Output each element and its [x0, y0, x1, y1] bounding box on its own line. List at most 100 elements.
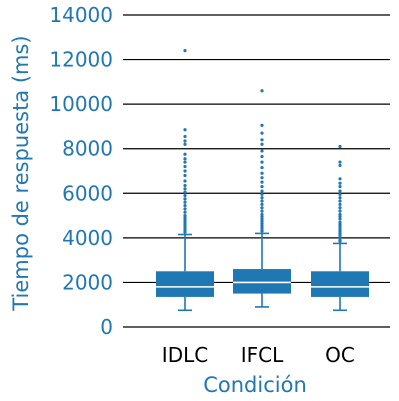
- outlier-point: [338, 236, 342, 240]
- y-tick-label: 8000: [62, 137, 113, 161]
- outlier-point: [260, 192, 264, 196]
- outlier-point: [260, 199, 264, 203]
- box-group-oc: [311, 144, 369, 312]
- outlier-point: [260, 219, 264, 223]
- outlier-point: [260, 189, 264, 193]
- outlier-point: [183, 222, 187, 227]
- iqr-box: [156, 271, 214, 297]
- outlier-point: [260, 131, 264, 135]
- outlier-point: [183, 157, 187, 161]
- outlier-point: [260, 221, 264, 225]
- outlier-point: [183, 210, 187, 214]
- outlier-point: [260, 149, 264, 153]
- outlier-point: [260, 212, 264, 217]
- outlier-point: [260, 226, 264, 230]
- outlier-point: [338, 196, 342, 200]
- x-axis-tick-labels: IDLC IFCL OC: [162, 343, 355, 367]
- outlier-point: [183, 216, 187, 220]
- box-group-idlc: [156, 49, 214, 312]
- y-tick-label: 0: [100, 315, 113, 339]
- outlier-point: [183, 193, 187, 198]
- x-tick-label-oc: OC: [325, 343, 355, 367]
- x-tick-label-ifcl: IFCL: [241, 343, 284, 367]
- outlier-point: [338, 231, 342, 235]
- outlier-point: [338, 192, 342, 196]
- outlier-point: [260, 180, 264, 184]
- outlier-point: [183, 200, 187, 204]
- outlier-point: [183, 164, 187, 169]
- outlier-point: [260, 138, 264, 142]
- outlier-point: [183, 213, 187, 218]
- outlier-point: [338, 160, 342, 164]
- outlier-point: [338, 220, 342, 224]
- outlier-point: [183, 160, 187, 164]
- outlier-point: [260, 166, 264, 170]
- outlier-point: [260, 142, 264, 146]
- outlier-point: [260, 160, 264, 164]
- outlier-point: [260, 123, 264, 127]
- outlier-point: [338, 229, 342, 233]
- y-tick-label: 4000: [62, 226, 113, 250]
- outlier-point: [338, 199, 342, 203]
- outlier-point: [260, 224, 264, 228]
- outlier-point: [260, 89, 264, 93]
- outlier-point: [260, 202, 264, 207]
- outlier-point: [260, 154, 264, 159]
- boxes: [156, 49, 369, 312]
- outlier-point: [338, 215, 342, 219]
- outlier-point: [260, 209, 264, 213]
- y-axis-label: Tiempo de respuesta (ms): [9, 35, 33, 311]
- y-axis-tick-labels: 0 2000 4000 6000 8000 10000 12000 14000: [49, 3, 113, 339]
- outlier-point: [183, 134, 187, 139]
- outlier-point: [338, 217, 342, 221]
- outlier-point: [183, 183, 187, 188]
- y-tick-label: 10000: [49, 92, 113, 116]
- outlier-point: [338, 234, 342, 238]
- outlier-point: [338, 227, 342, 231]
- outlier-point: [338, 202, 342, 207]
- outlier-point: [183, 139, 187, 143]
- outlier-point: [260, 206, 264, 210]
- y-tick-label: 2000: [62, 270, 113, 294]
- outlier-point: [338, 225, 342, 229]
- outlier-point: [338, 163, 342, 168]
- outlier-point: [183, 179, 187, 183]
- outlier-point: [183, 187, 187, 191]
- outlier-point: [183, 128, 187, 132]
- outlier-point: [260, 185, 264, 189]
- outlier-point: [183, 220, 187, 224]
- outlier-point: [338, 239, 342, 243]
- outlier-point: [183, 142, 187, 146]
- box-group-ifcl: [233, 89, 291, 308]
- outlier-point: [338, 144, 342, 149]
- outlier-point: [338, 177, 342, 181]
- iqr-box: [311, 271, 369, 297]
- x-tick-label-idlc: IDLC: [162, 343, 208, 367]
- y-tick-label: 14000: [49, 3, 113, 27]
- outlier-point: [260, 229, 264, 233]
- outlier-point: [183, 225, 187, 229]
- outlier-point: [338, 212, 342, 217]
- outlier-point: [338, 185, 342, 189]
- y-tick-label: 12000: [49, 48, 113, 72]
- outlier-point: [183, 169, 187, 173]
- outlier-point: [183, 49, 187, 53]
- x-axis-label: Condición: [203, 373, 307, 397]
- outlier-point: [183, 218, 187, 222]
- outlier-point: [183, 190, 187, 194]
- outlier-point: [338, 222, 342, 227]
- outlier-point: [183, 152, 187, 156]
- outlier-point: [183, 197, 187, 201]
- y-tick-label: 6000: [62, 181, 113, 205]
- outlier-point: [338, 206, 342, 210]
- outlier-point: [183, 173, 187, 178]
- iqr-box: [233, 269, 291, 294]
- outlier-point: [260, 196, 264, 200]
- outlier-point: [260, 176, 264, 180]
- outlier-point: [338, 189, 342, 193]
- outlier-point: [183, 207, 187, 211]
- outlier-point: [183, 230, 187, 234]
- outlier-point: [183, 227, 187, 231]
- outlier-point: [338, 209, 342, 213]
